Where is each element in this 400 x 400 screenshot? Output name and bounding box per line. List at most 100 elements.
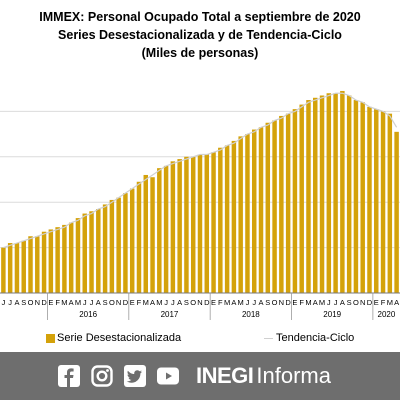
month-tick-8: F (55, 298, 60, 307)
brand-inegi: INEGI (196, 363, 254, 388)
year-label-2017: 2017 (161, 310, 179, 319)
month-tick-7: E (48, 298, 53, 307)
bar-35 (238, 136, 243, 293)
bar-8 (55, 227, 60, 293)
bar-31 (211, 152, 216, 293)
bar-15 (102, 204, 108, 293)
bar-28 (190, 156, 196, 293)
month-tick-50: A (340, 298, 345, 307)
year-label-2019: 2019 (323, 310, 341, 319)
month-tick-21: M (143, 298, 149, 307)
bar-33 (224, 145, 230, 293)
bar-17 (116, 197, 121, 293)
bar-34 (231, 140, 237, 293)
bar-53 (360, 102, 365, 293)
month-tick-19: E (130, 298, 135, 307)
bar-56 (380, 111, 386, 294)
month-tick-35: M (238, 298, 244, 307)
year-label-2020: 2020 (378, 310, 396, 319)
bar-16 (109, 199, 115, 293)
bar-45 (306, 100, 311, 293)
month-tick-13: J (90, 298, 94, 307)
month-tick-4: O (28, 298, 34, 307)
bar-52 (353, 100, 359, 293)
bar-7 (48, 229, 54, 293)
month-tick-44: F (299, 298, 304, 307)
month-tick-12: J (83, 298, 87, 307)
bar-57 (387, 113, 393, 293)
month-tick-5: N (35, 298, 40, 307)
bar-50 (340, 90, 345, 293)
month-tick-55: E (374, 298, 379, 307)
bar-3 (21, 240, 26, 293)
legend-swatch-line (264, 337, 273, 339)
facebook-icon[interactable] (58, 365, 80, 387)
month-tick-14: A (96, 298, 101, 307)
month-tick-31: E (211, 298, 216, 307)
bar-47 (319, 95, 325, 293)
month-tick-11: M (75, 298, 81, 307)
month-tick-2: A (14, 298, 19, 307)
title-line-1: IMMEX: Personal Ocupado Total a septiemb… (39, 10, 361, 24)
month-tick-58: A (394, 298, 399, 307)
bar-55 (374, 109, 379, 293)
bar-30 (204, 154, 210, 293)
bar-32 (218, 147, 223, 293)
month-tick-49: J (334, 298, 338, 307)
month-tick-0: J (2, 298, 6, 307)
legend-label-trend: Tendencia-Ciclo (276, 332, 355, 344)
inegi-informa-logo[interactable]: INEGI Informa (196, 363, 331, 389)
month-tick-15: S (103, 298, 108, 307)
month-tick-56: F (381, 298, 386, 307)
month-tick-24: J (164, 298, 168, 307)
bar-44 (299, 104, 304, 293)
bar-37 (252, 129, 257, 293)
month-tick-6: D (41, 298, 47, 307)
month-tick-30: D (204, 298, 210, 307)
bar-19 (129, 188, 135, 293)
month-tick-39: S (265, 298, 270, 307)
month-tick-40: O (272, 298, 278, 307)
month-tick-26: A (177, 298, 182, 307)
month-tick-52: O (353, 298, 359, 307)
month-tick-57: M (387, 298, 393, 307)
bar-4 (28, 236, 33, 293)
bar-58 (394, 131, 399, 293)
chart-legend: Serie Desestacionalizada Tendencia-Ciclo (0, 332, 400, 350)
month-tick-45: M (305, 298, 311, 307)
month-tick-37: J (252, 298, 256, 307)
bar-48 (326, 93, 332, 294)
bar-24 (163, 165, 169, 293)
bar-54 (367, 106, 372, 293)
instagram-icon[interactable] (91, 365, 113, 387)
month-tick-25: J (171, 298, 175, 307)
month-tick-17: N (116, 298, 121, 307)
month-tick-29: N (197, 298, 202, 307)
bar-51 (346, 95, 352, 293)
brand-informa: Informa (256, 363, 331, 388)
month-tick-48: J (327, 298, 331, 307)
month-tick-54: D (367, 298, 373, 307)
bar-6 (41, 231, 47, 293)
bar-38 (258, 127, 264, 293)
bar-2 (14, 243, 20, 293)
bar-23 (157, 168, 162, 293)
bar-13 (89, 211, 94, 293)
month-tick-3: S (21, 298, 26, 307)
legend-item-seasonal: Serie Desestacionalizada (46, 332, 181, 344)
month-tick-53: N (360, 298, 365, 307)
bar-1 (7, 243, 13, 293)
month-tick-23: M (156, 298, 162, 307)
month-tick-22: A (150, 298, 155, 307)
bar-11 (75, 218, 81, 293)
legend-label-seasonal: Serie Desestacionalizada (57, 332, 182, 344)
legend-swatch-bar (46, 333, 55, 343)
month-tick-46: A (313, 298, 318, 307)
youtube-icon[interactable] (157, 365, 179, 387)
bar-12 (82, 213, 87, 293)
twitter-icon[interactable] (124, 365, 146, 387)
month-tick-20: F (137, 298, 142, 307)
bar-0 (1, 247, 6, 293)
bar-43 (292, 109, 298, 293)
